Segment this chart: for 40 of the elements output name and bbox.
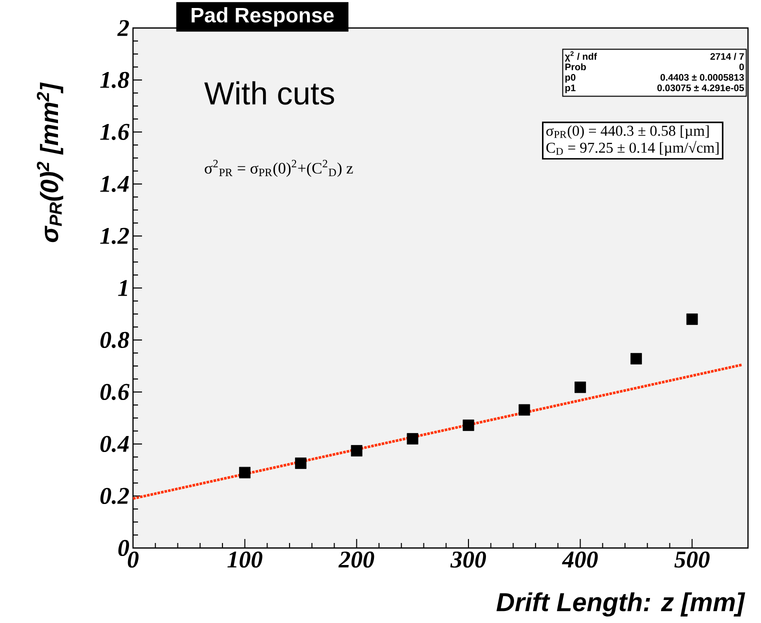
- y-tick-label: 0.8: [100, 332, 130, 348]
- x-tick-label: 500: [674, 552, 710, 568]
- y-tick-label: 0.4: [100, 436, 129, 452]
- x-tick-label: 200: [338, 552, 374, 568]
- y-axis-title: σ$_{PR}$(0)$^{2}$ [mm$^{2}$]: [36, 82, 64, 242]
- point: [574, 382, 586, 394]
- x-axis-title: Drift Length: z [mm]: [496, 592, 746, 616]
- annotation: 2714 / 7: [710, 52, 744, 60]
- annotation: σ$_{PR}$(0) = 440.3 ± 0.58 [µm]: [546, 125, 709, 139]
- annotation: 0.4403 ± 0.0005813: [660, 74, 744, 81]
- annotation: χ$^{2}$ / ndf: [564, 51, 597, 62]
- chart-title: Pad Response: [192, 7, 334, 27]
- point: [406, 433, 418, 444]
- y-tick-label: 1.4: [100, 176, 129, 192]
- annotation: With cuts: [204, 81, 334, 105]
- y-tick-label: 1: [118, 280, 128, 296]
- point: [239, 466, 251, 478]
- y-tick-label: 0.6: [100, 384, 130, 400]
- point: [295, 458, 306, 469]
- point: [630, 353, 642, 364]
- y-tick-label: 0: [118, 540, 130, 556]
- point: [462, 420, 474, 431]
- y-tick-label: 0.2: [100, 488, 129, 504]
- annotation: C$_{D}$ = 97.25 ± 0.14 [µm/√cm]: [546, 140, 719, 156]
- y-tick-label: 1.6: [100, 124, 130, 140]
- point: [686, 313, 698, 325]
- annotation: p0: [565, 74, 576, 83]
- x-tick-label: 400: [562, 552, 598, 568]
- x-tick-label: 300: [450, 552, 486, 568]
- text: σ$^{2}$$_{PR}$ = σ$_{PR}$(0)$^{2}$+(C$^{2}$$_{D}$) z: [204, 160, 353, 177]
- annotation: 0.03075 ± 4.291e-05: [657, 84, 744, 92]
- annotation: 0: [739, 64, 744, 70]
- point: [350, 445, 362, 456]
- point: [518, 404, 530, 416]
- annotation: p1: [565, 84, 576, 94]
- y-tick-label: 2: [117, 20, 129, 36]
- x-tick-label: 100: [227, 552, 262, 568]
- annotation: Prob: [565, 63, 586, 70]
- y-tick-label: 1.8: [100, 72, 130, 88]
- y-tick-label: 1.2: [100, 228, 129, 244]
